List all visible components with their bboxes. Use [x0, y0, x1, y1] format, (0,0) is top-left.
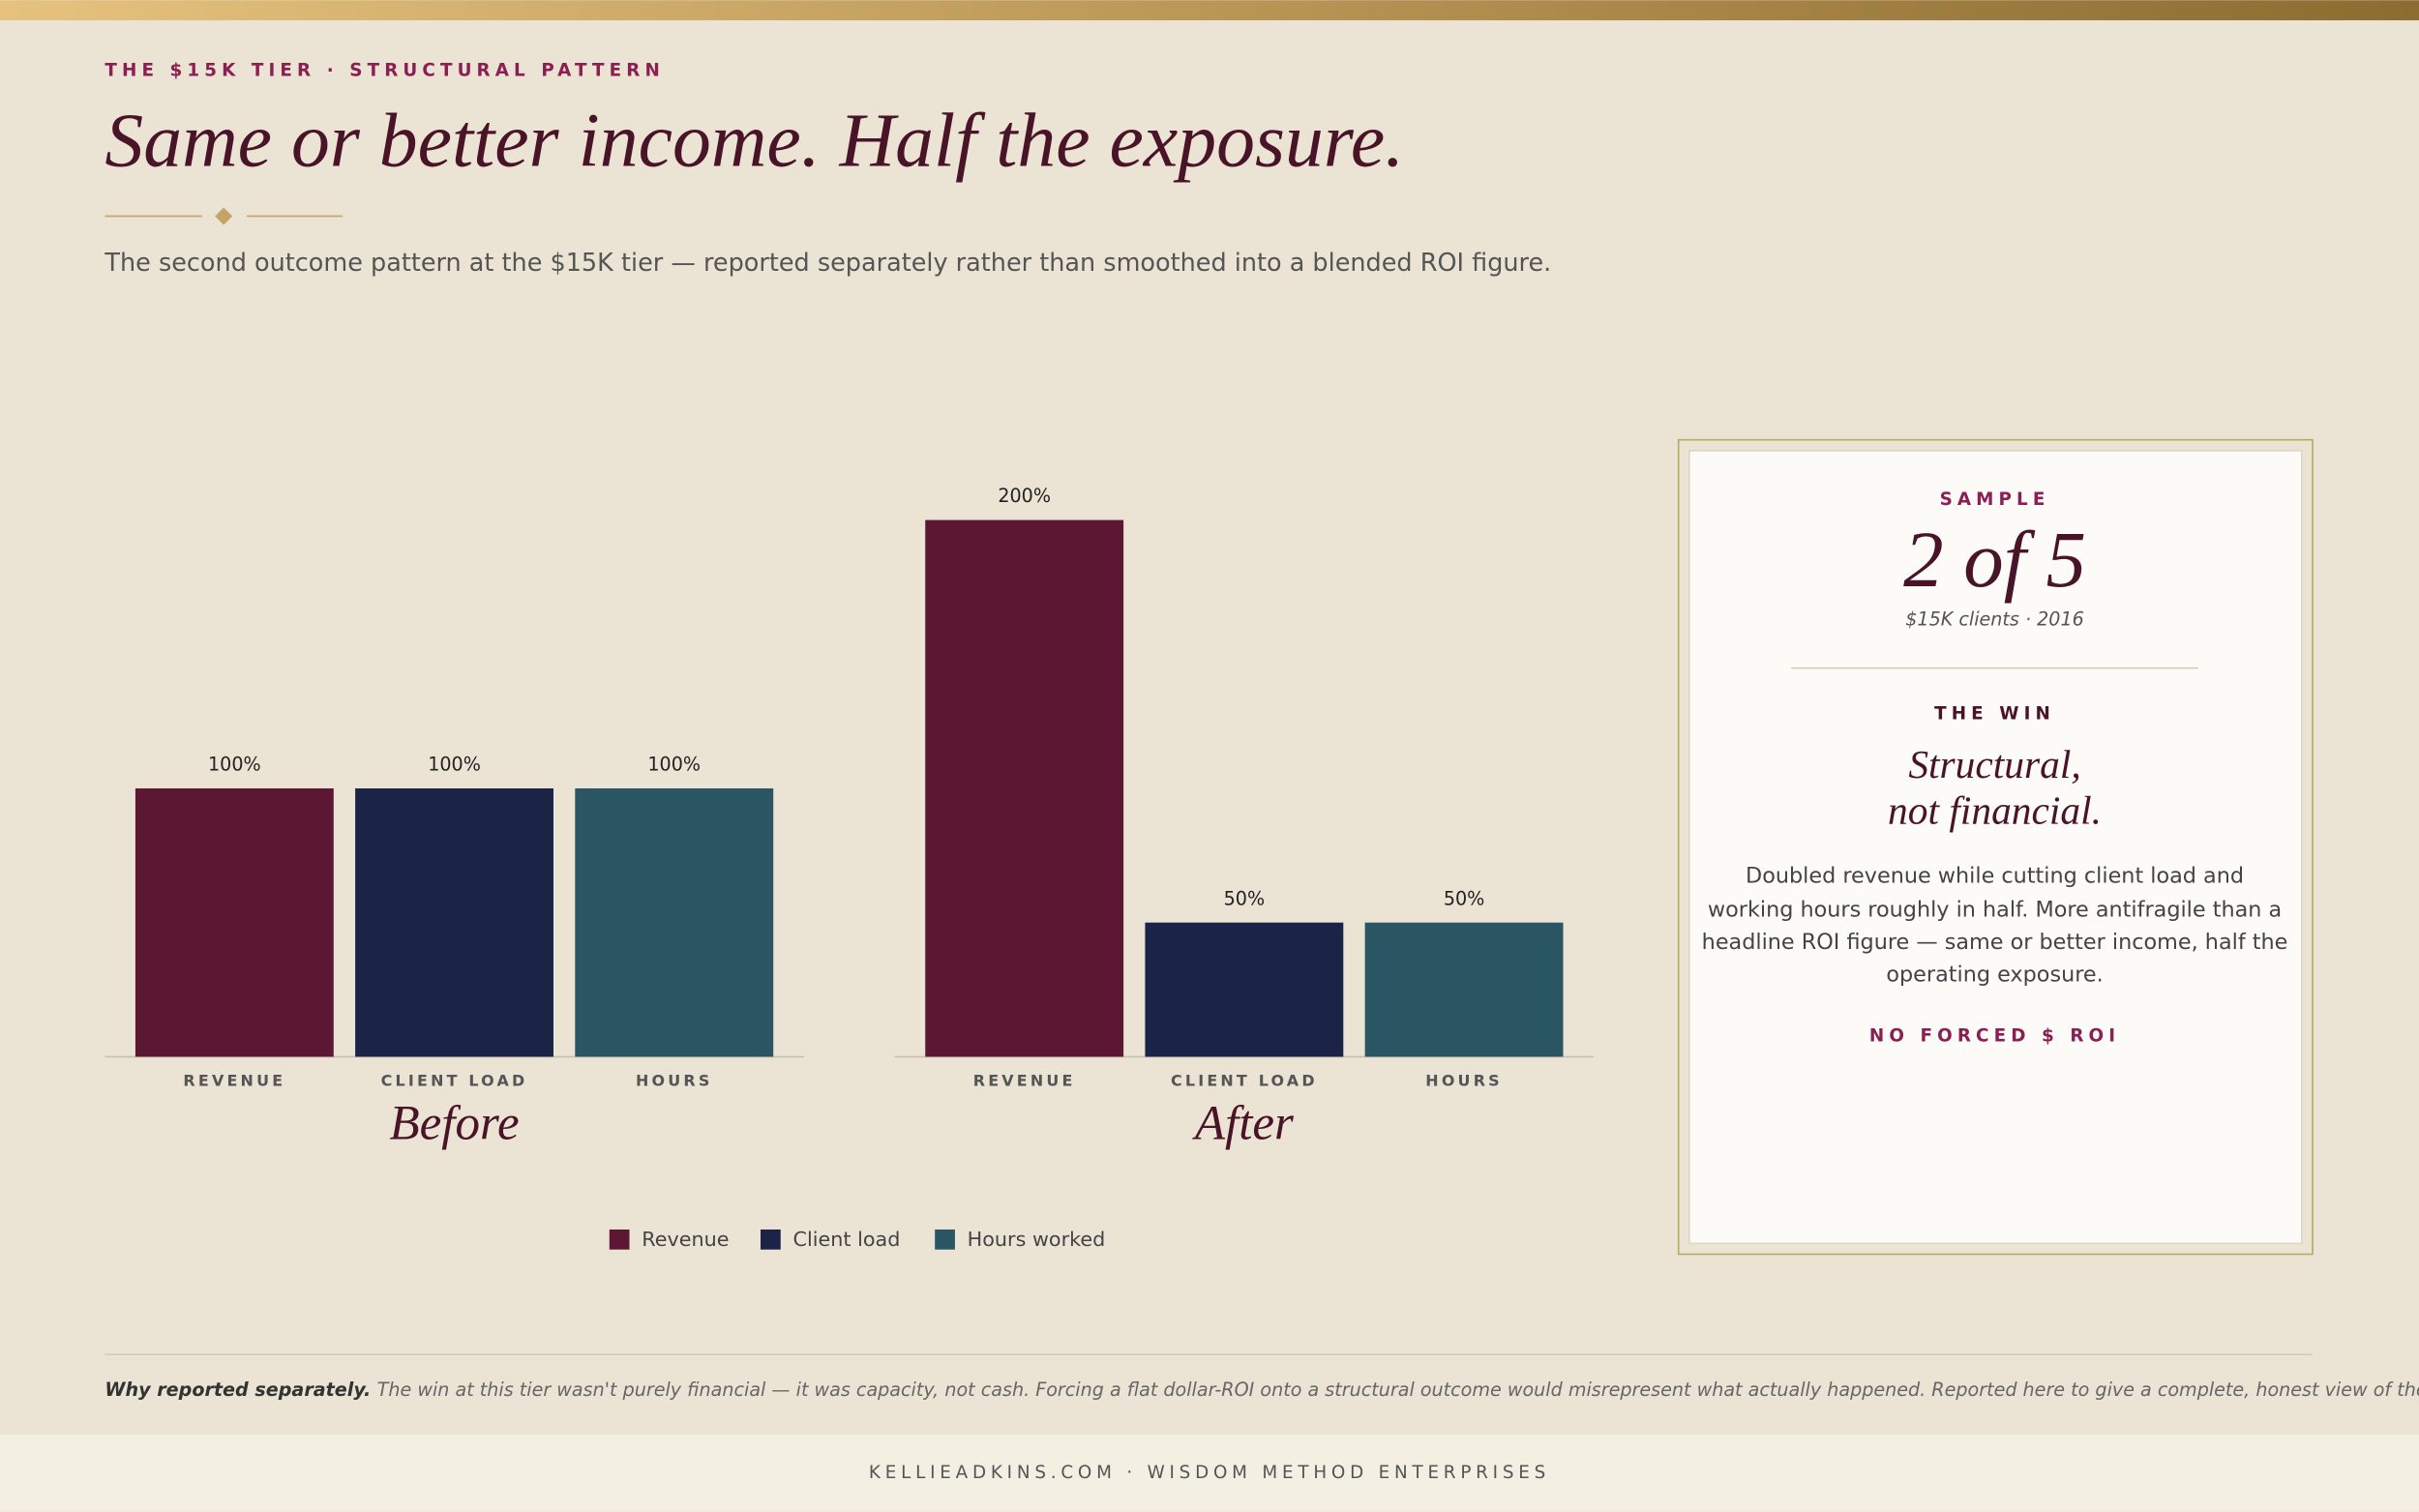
- group-label: Before: [390, 1096, 520, 1150]
- card-body: headline ROI figure — same or better inc…: [1702, 930, 2288, 955]
- legend-label: Client load: [793, 1228, 901, 1251]
- legend-swatch: [935, 1229, 955, 1250]
- bar: [925, 519, 1124, 1057]
- value-label: 100%: [647, 754, 701, 776]
- bar-label: HOURS: [1425, 1071, 1503, 1089]
- eyebrow: THE $15K TIER · STRUCTURAL PATTERN: [105, 61, 665, 81]
- bar-label: REVENUE: [973, 1071, 1076, 1089]
- value-label: 100%: [208, 754, 261, 776]
- divider-diamond: [215, 207, 233, 225]
- card-headline: 2 of 5: [1903, 515, 2086, 604]
- bar-label: HOURS: [636, 1071, 713, 1089]
- bar: [1364, 922, 1564, 1057]
- bar-label: CLIENT LOAD: [1171, 1071, 1318, 1089]
- bar: [134, 787, 334, 1057]
- card-body: Doubled revenue while cutting client loa…: [1746, 863, 2244, 888]
- top-bar: [0, 0, 2419, 20]
- footer: KELLIEADKINS.COM · WISDOM METHOD ENTERPR…: [869, 1463, 1550, 1483]
- card-tag: NO FORCED $ ROI: [1869, 1026, 2120, 1047]
- card-eyebrow: SAMPLE: [1940, 489, 2050, 510]
- card-body: working hours roughly in half. More anti…: [1708, 897, 2282, 922]
- footer-band: [0, 1435, 2419, 1512]
- value-label: 100%: [428, 754, 481, 776]
- bar: [1145, 922, 1344, 1057]
- card-section: THE WIN: [1934, 703, 2055, 724]
- bar-label: CLIENT LOAD: [381, 1071, 528, 1089]
- value-label: 50%: [1444, 887, 1485, 909]
- legend-swatch: [609, 1229, 630, 1250]
- footnote: Why reported separately. The win at this …: [105, 1378, 2419, 1400]
- legend-swatch: [761, 1229, 781, 1250]
- bar: [355, 787, 553, 1057]
- footnote-text: The win at this tier wasn't purely finan…: [377, 1378, 2419, 1400]
- card-body: operating exposure.: [1886, 962, 2103, 987]
- title: Same or better income. Half the exposure…: [105, 99, 1404, 184]
- group-label: After: [1192, 1096, 1294, 1150]
- legend-label: Hours worked: [968, 1228, 1106, 1251]
- card-caption: $15K clients · 2016: [1905, 608, 2084, 631]
- value-label: 200%: [998, 485, 1051, 507]
- subtitle: The second outcome pattern at the $15K t…: [104, 249, 1551, 278]
- card-quote: Structural,: [1908, 742, 2080, 786]
- value-label: 50%: [1224, 887, 1266, 909]
- card-frame: [1677, 438, 2314, 1256]
- bar: [575, 787, 774, 1057]
- card-quote: not financial.: [1888, 788, 2102, 833]
- card: [1688, 450, 2303, 1245]
- footnote-lead: Why reported separately.: [105, 1378, 371, 1400]
- bar-label: REVENUE: [183, 1071, 285, 1089]
- legend-label: Revenue: [642, 1228, 729, 1251]
